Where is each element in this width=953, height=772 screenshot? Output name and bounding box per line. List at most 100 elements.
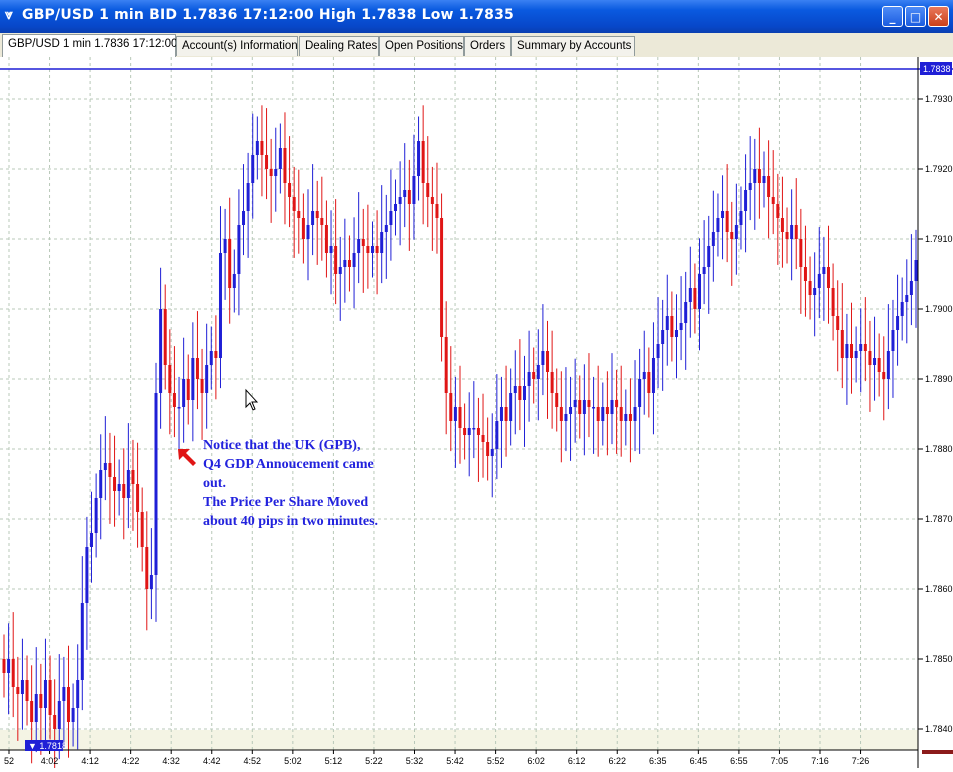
scroll-indicator bbox=[922, 750, 953, 754]
candle bbox=[136, 442, 140, 548]
candle bbox=[113, 435, 117, 527]
candle bbox=[734, 183, 738, 275]
tab-chart[interactable]: GBP/USD 1 min 1.7836 17:12:00 bbox=[2, 34, 177, 57]
candle bbox=[905, 259, 909, 344]
minimize-button[interactable]: _ bbox=[882, 6, 903, 27]
low-price-marker bbox=[25, 740, 63, 751]
candle-body bbox=[550, 372, 554, 393]
candle-body bbox=[891, 330, 895, 351]
candle bbox=[633, 360, 637, 452]
candle-body bbox=[601, 407, 605, 421]
candle bbox=[200, 348, 204, 440]
candle-body bbox=[522, 386, 526, 400]
candle-body bbox=[117, 484, 121, 491]
candle-body bbox=[555, 393, 559, 407]
candle bbox=[288, 136, 292, 228]
candle bbox=[850, 302, 854, 394]
candle-body bbox=[615, 400, 619, 407]
candle-body bbox=[85, 547, 89, 603]
candle bbox=[205, 323, 209, 429]
candle-body bbox=[278, 148, 282, 169]
candle bbox=[642, 330, 646, 415]
candle-body bbox=[670, 316, 674, 337]
tab-bar: GBP/USD 1 min 1.7836 17:12:00 Account(s)… bbox=[0, 33, 953, 58]
candle-body bbox=[490, 449, 494, 456]
candle bbox=[232, 249, 236, 313]
candle-body bbox=[66, 687, 70, 722]
candle bbox=[191, 322, 195, 442]
candle-body bbox=[145, 547, 149, 589]
candle bbox=[790, 189, 794, 281]
candle-body bbox=[744, 190, 748, 211]
candle bbox=[762, 151, 766, 208]
candle-body bbox=[131, 470, 135, 484]
candle-body bbox=[186, 379, 190, 400]
annotation-line: about 40 pips in two minutes. bbox=[203, 514, 379, 529]
candle-body bbox=[232, 274, 236, 288]
candle bbox=[808, 256, 812, 320]
candle-body bbox=[449, 393, 453, 421]
window-titlebar[interactable]: ⩔ GBP/USD 1 min BID 1.7836 17:12:00 High… bbox=[0, 0, 953, 33]
candle-body bbox=[108, 463, 112, 477]
close-button[interactable]: ✕ bbox=[928, 6, 949, 27]
candle bbox=[794, 178, 798, 270]
x-tick-label: 4:02 bbox=[41, 756, 59, 766]
candle-body bbox=[16, 687, 20, 694]
candle-body bbox=[209, 351, 213, 365]
candle-body bbox=[242, 211, 246, 225]
candle bbox=[854, 326, 858, 383]
candle-body bbox=[518, 386, 522, 400]
candle bbox=[403, 143, 407, 228]
tab-open-positions[interactable]: Open Positions bbox=[379, 36, 464, 56]
candle-body bbox=[103, 463, 107, 470]
candle bbox=[343, 218, 347, 303]
candle-body bbox=[822, 267, 826, 274]
candle bbox=[11, 612, 15, 718]
candle bbox=[394, 179, 398, 236]
candle bbox=[522, 355, 526, 447]
candle-body bbox=[338, 267, 342, 274]
candle-body bbox=[785, 232, 789, 239]
candlestick-chart[interactable]: 1.7840 1.7850 1.7860 1.7870 1.7880 1.7890 1.79… bbox=[0, 57, 953, 771]
candle bbox=[859, 308, 863, 393]
candle bbox=[292, 166, 296, 258]
candle bbox=[651, 322, 655, 435]
candle-body bbox=[90, 533, 94, 547]
candle bbox=[145, 511, 149, 631]
tab-dealing-rates[interactable]: Dealing Rates bbox=[299, 36, 379, 56]
y-tick-label: 1.7840 bbox=[925, 724, 953, 734]
maximize-button[interactable]: □ bbox=[905, 6, 926, 27]
price-chart[interactable]: 1.7840 1.7850 1.7860 1.7870 1.7880 1.7890 1.79… bbox=[0, 57, 953, 771]
candle-body bbox=[734, 225, 738, 239]
candle-body bbox=[426, 183, 430, 197]
candle-body bbox=[873, 358, 877, 365]
candle bbox=[509, 368, 513, 446]
candle-body bbox=[633, 407, 637, 421]
candles bbox=[2, 105, 918, 771]
candle bbox=[831, 263, 835, 341]
candle bbox=[748, 136, 752, 221]
arrow-icon bbox=[178, 449, 196, 466]
tab-orders[interactable]: Orders bbox=[464, 36, 511, 56]
candle-body bbox=[582, 400, 586, 414]
tab-summary-by-accounts[interactable]: Summary by Accounts bbox=[511, 36, 635, 56]
candle bbox=[582, 364, 586, 456]
candle-body bbox=[702, 267, 706, 274]
candle-body bbox=[25, 680, 29, 701]
candle-body bbox=[99, 470, 103, 498]
candle bbox=[891, 299, 895, 398]
candle bbox=[711, 190, 715, 282]
candle-body bbox=[771, 197, 775, 204]
candle bbox=[900, 277, 904, 341]
candle bbox=[237, 189, 241, 316]
candle bbox=[499, 376, 503, 468]
candle-body bbox=[780, 218, 784, 232]
candle-body bbox=[384, 225, 388, 232]
candle-body bbox=[453, 407, 457, 421]
tab-account-information[interactable]: Account(s) Information bbox=[176, 36, 298, 56]
x-tick-label: 7:26 bbox=[852, 756, 870, 766]
candle bbox=[140, 487, 144, 572]
candle bbox=[587, 353, 591, 438]
y-tick-label: 1.7870 bbox=[925, 514, 953, 524]
candle bbox=[647, 347, 651, 418]
